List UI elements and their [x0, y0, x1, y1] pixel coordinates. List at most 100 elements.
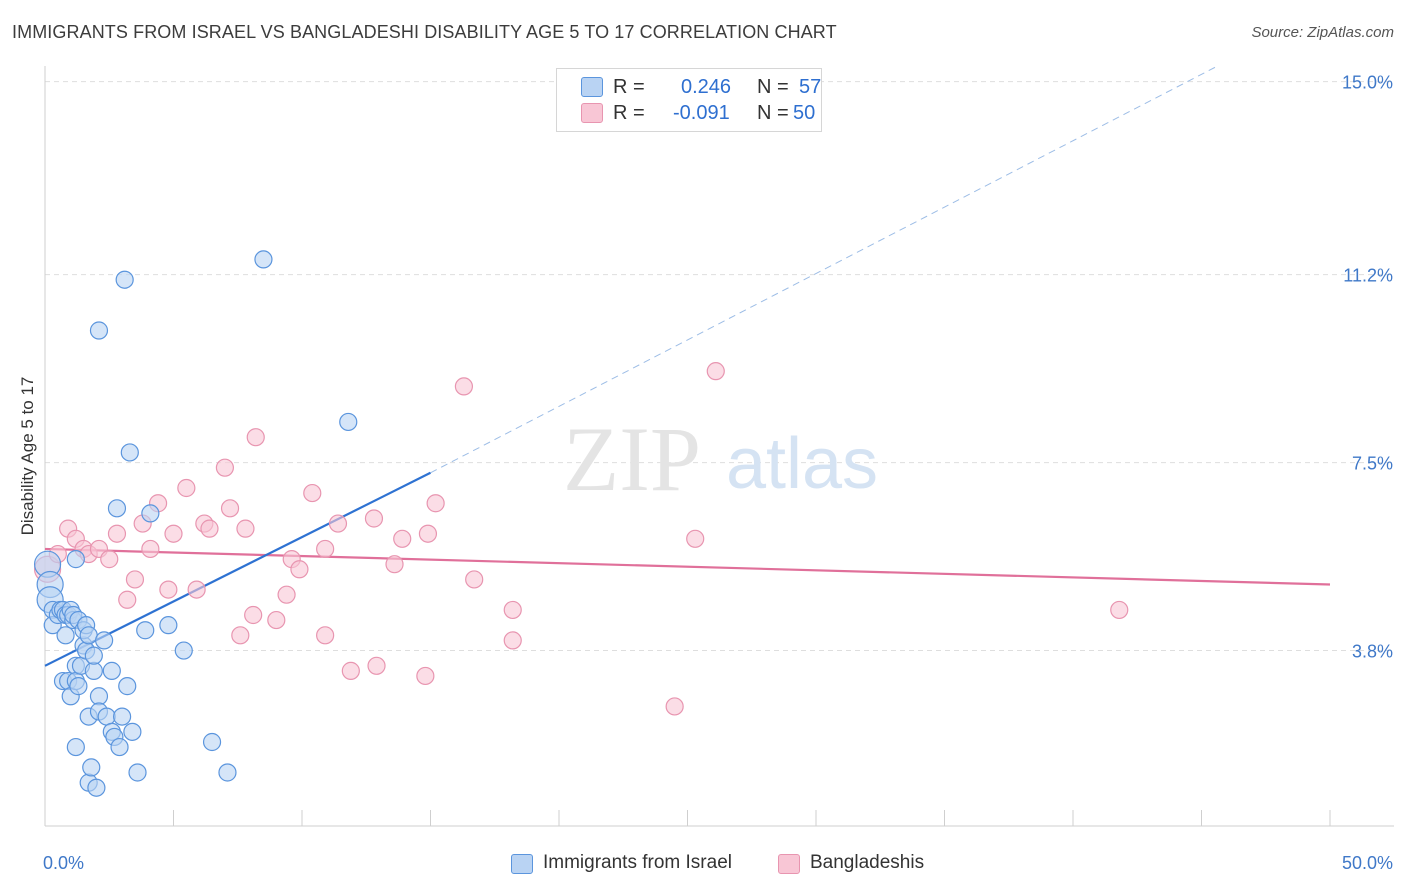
- israel-point: [128, 763, 147, 782]
- bangladeshi-trend-line: [44, 547, 1331, 586]
- israel-point: [82, 758, 101, 777]
- bangladeshi-point: [454, 377, 474, 396]
- israel-point: [174, 641, 193, 660]
- legend-r-label: R =: [613, 102, 645, 124]
- legend-n-value: 50: [793, 102, 816, 124]
- y-tick-label: 3.8%: [1352, 642, 1393, 662]
- israel-trend-extension: [430, 65, 1218, 474]
- bangladeshi-point: [164, 524, 183, 543]
- trend-lines: [44, 65, 1331, 667]
- x-tick-label: 0.0%: [43, 853, 84, 873]
- x-tick-label: 50.0%: [1342, 853, 1393, 873]
- legend-r-value: 0.246: [681, 76, 732, 98]
- israel-point: [118, 677, 137, 696]
- bangladeshi-point: [246, 428, 265, 447]
- israel-point: [339, 412, 358, 432]
- legend-n-label: N =: [757, 76, 789, 98]
- bangladeshi-point: [385, 555, 404, 574]
- legend-n-label: N =: [757, 102, 789, 124]
- bangladeshi-point: [267, 610, 286, 630]
- bangladeshi-point: [303, 483, 322, 503]
- bangladeshi-point: [393, 529, 412, 548]
- legend-n-value: 57: [799, 76, 822, 98]
- israel-point: [218, 763, 237, 782]
- israel-point: [66, 550, 85, 569]
- bangladeshi-point: [231, 626, 250, 645]
- legend-r-value: -0.091: [673, 102, 730, 124]
- bottom-legend-label-israel: Immigrants from Israel: [543, 852, 732, 873]
- israel-point: [136, 621, 155, 640]
- bangladeshi-point: [416, 666, 435, 686]
- israel-point: [102, 661, 121, 680]
- bangladeshi-point: [503, 600, 522, 620]
- israel-point: [110, 737, 129, 757]
- bottom-legend-swatch-bangladeshi: [778, 854, 800, 874]
- bangladeshi-point: [316, 539, 335, 559]
- watermark: ZIP atlas: [563, 408, 878, 510]
- israel-point: [120, 443, 139, 462]
- bangladeshi-point: [706, 362, 725, 381]
- legend-r-label: R =: [613, 76, 645, 98]
- israel-point: [95, 631, 114, 650]
- israel-point: [107, 499, 127, 518]
- bangladeshi-point: [125, 570, 145, 589]
- bangladeshi-point: [1110, 600, 1129, 620]
- israel-point: [89, 687, 109, 706]
- bangladeshi-point: [465, 570, 484, 589]
- watermark-atlas: atlas: [726, 424, 878, 504]
- israel-point: [84, 646, 103, 665]
- bangladeshi-point: [328, 514, 348, 533]
- bangladeshi-point: [665, 697, 684, 716]
- israel-point: [202, 732, 222, 752]
- watermark-zip: ZIP: [563, 408, 701, 510]
- bangladeshi-point: [200, 519, 219, 538]
- chart-title: IMMIGRANTS FROM ISRAEL VS BANGLADESHI DI…: [12, 22, 837, 42]
- israel-point: [56, 626, 75, 645]
- bangladeshi-point: [100, 550, 119, 569]
- israel-point: [159, 616, 178, 635]
- bangladeshi-point: [503, 631, 522, 650]
- y-tick-label: 11.2%: [1343, 266, 1393, 286]
- bangladeshi-point: [236, 519, 255, 538]
- source-label: Source: ZipAtlas.com: [1251, 24, 1394, 41]
- bangladeshi-point: [187, 580, 206, 599]
- bangladeshi-point: [215, 458, 234, 477]
- bangladeshi-point: [244, 605, 263, 625]
- israel-point: [87, 778, 106, 797]
- israel-point: [84, 661, 103, 680]
- israel-point: [254, 250, 273, 269]
- bangladeshi-point: [418, 524, 438, 543]
- bangladeshi-point: [367, 656, 386, 675]
- israel-point: [115, 270, 134, 289]
- bangladeshi-point: [159, 580, 178, 599]
- legend-swatch-bangladeshi: [581, 103, 603, 123]
- israel-point: [141, 504, 160, 523]
- israel-point: [97, 707, 116, 726]
- y-tick-label: 7.5%: [1352, 454, 1393, 474]
- stats-legend: R = 0.246 N = 57 R = -0.091 N = 50: [556, 68, 822, 132]
- bangladeshi-point: [426, 494, 445, 513]
- bangladeshi-point: [118, 590, 137, 609]
- israel-point: [89, 321, 109, 340]
- bangladeshi-point: [220, 499, 240, 518]
- bottom-legend-swatch-israel: [511, 854, 533, 874]
- bangladeshi-point: [107, 524, 127, 543]
- bangladeshi-point: [141, 539, 160, 559]
- bottom-legend-label-bangladeshi: Bangladeshis: [810, 852, 925, 873]
- israel-point: [112, 707, 132, 726]
- y-axis-label: Disability Age 5 to 17: [18, 377, 37, 536]
- israel-point: [69, 677, 88, 696]
- axes: [44, 66, 1394, 827]
- legend-swatch-israel: [581, 77, 603, 97]
- bangladeshi-point: [290, 560, 309, 579]
- tick-labels: 3.8% 7.5% 11.2% 15.0% 0.0% 50.0%: [43, 73, 1393, 873]
- y-tick-label: 15.0%: [1342, 73, 1393, 93]
- bangladeshi-point: [177, 478, 196, 498]
- bangladeshi-point: [364, 509, 384, 528]
- israel-point: [79, 626, 98, 645]
- israel-point: [66, 737, 85, 757]
- bangladeshi-point: [341, 661, 360, 680]
- data-points: [33, 250, 1129, 797]
- bangladeshi-point: [686, 529, 705, 548]
